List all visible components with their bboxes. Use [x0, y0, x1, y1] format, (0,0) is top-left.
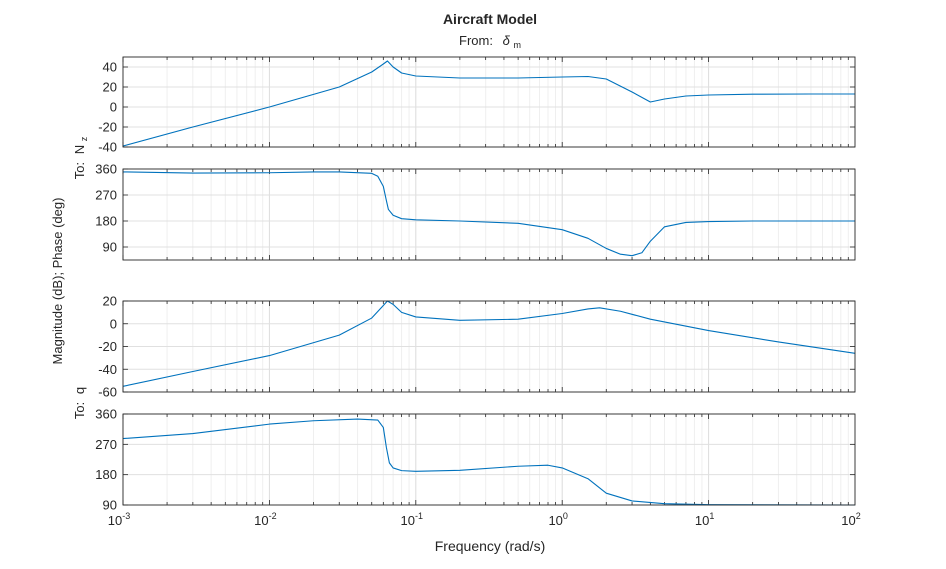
xtick-exponent: -2 — [269, 511, 277, 521]
nz-magnitude-ytick-label: 0 — [110, 100, 117, 115]
y-axis-label: Magnitude (dB); Phase (deg) — [50, 198, 65, 365]
xtick-exponent: -3 — [122, 511, 130, 521]
xtick-exponent: 2 — [856, 511, 861, 521]
q-magnitude-frame — [122, 300, 856, 393]
q-phase-series-line — [122, 418, 856, 506]
plot-area: -40-200204090180270360-60-40-20020901802… — [95, 56, 861, 529]
xtick-label: 101 — [695, 511, 714, 528]
nz-magnitude-ytick-label: -40 — [98, 140, 117, 155]
nz-phase-ytick-label: 360 — [95, 162, 117, 177]
q-magnitude-series-line — [122, 300, 856, 387]
xtick-base: 10 — [695, 513, 709, 528]
xtick-base: 10 — [108, 513, 122, 528]
subtitle-symbol: δ — [503, 33, 511, 48]
q-phase-ytick-label: 360 — [95, 407, 117, 422]
nz-magnitude-ytick-label: 40 — [103, 60, 117, 75]
nz-phase-frame — [122, 168, 856, 261]
nz-phase-ytick-label: 180 — [95, 214, 117, 229]
q-magnitude-ytick-label: -60 — [98, 385, 117, 400]
chart-title: Aircraft Model — [443, 11, 537, 27]
q-magnitude-axes: -60 -40 -20 0 20 — [98, 294, 856, 400]
xtick-exponent: 0 — [563, 511, 568, 521]
xtick-label: 100 — [548, 511, 567, 528]
nz-magnitude-frame — [122, 56, 856, 148]
xtick-label: 10-1 — [401, 511, 423, 528]
row-label-q: To: q — [72, 387, 87, 419]
xtick-label: 10-3 — [108, 511, 130, 528]
q-magnitude-ytick-label: 20 — [103, 294, 117, 309]
subtitle-subscript: m — [513, 40, 521, 50]
q-magnitude-ytick-label: -20 — [98, 339, 117, 354]
xtick-base: 10 — [401, 513, 415, 528]
q-phase-ytick-label: 270 — [95, 437, 117, 452]
row-label-nz-subscript: z — [79, 136, 89, 141]
xtick-base: 10 — [841, 513, 855, 528]
row-label-q-prefix: To: — [72, 402, 87, 419]
chart-subtitle: From: δ m — [459, 33, 521, 50]
nz-phase-axes: 90 180 270 360 — [95, 162, 856, 261]
nz-phase-series-line — [122, 171, 855, 257]
xtick-label: 102 — [841, 511, 860, 528]
q-phase-frame — [122, 413, 856, 506]
nz-phase-ytick-label: 90 — [103, 240, 117, 255]
xtick-base: 10 — [548, 513, 562, 528]
xtick-exponent: -1 — [415, 511, 423, 521]
nz-magnitude-ytick-label: 20 — [103, 80, 117, 95]
q-phase-ytick-label: 90 — [103, 498, 117, 513]
subtitle-prefix: From: — [459, 33, 493, 48]
nz-magnitude-axes: -40 -20 0 20 40 — [98, 56, 856, 155]
row-label-q-symbol: q — [72, 387, 87, 394]
x-axis-label: Frequency (rad/s) — [435, 538, 545, 554]
nz-magnitude-ytick-label: -20 — [98, 120, 117, 135]
nz-magnitude-series-line — [122, 60, 855, 147]
xtick-exponent: 1 — [709, 511, 714, 521]
nz-phase-ytick-label: 270 — [95, 188, 117, 203]
q-magnitude-ytick-label: 0 — [110, 316, 117, 331]
row-label-nz-prefix: To: — [72, 162, 87, 179]
row-label-nz-symbol: N — [72, 145, 87, 154]
row-label-nz: To: N z — [72, 136, 89, 179]
q-phase-ytick-label: 180 — [95, 467, 117, 482]
q-magnitude-ytick-label: -40 — [98, 362, 117, 377]
xtick-base: 10 — [254, 513, 268, 528]
xtick-label: 10-2 — [254, 511, 276, 528]
